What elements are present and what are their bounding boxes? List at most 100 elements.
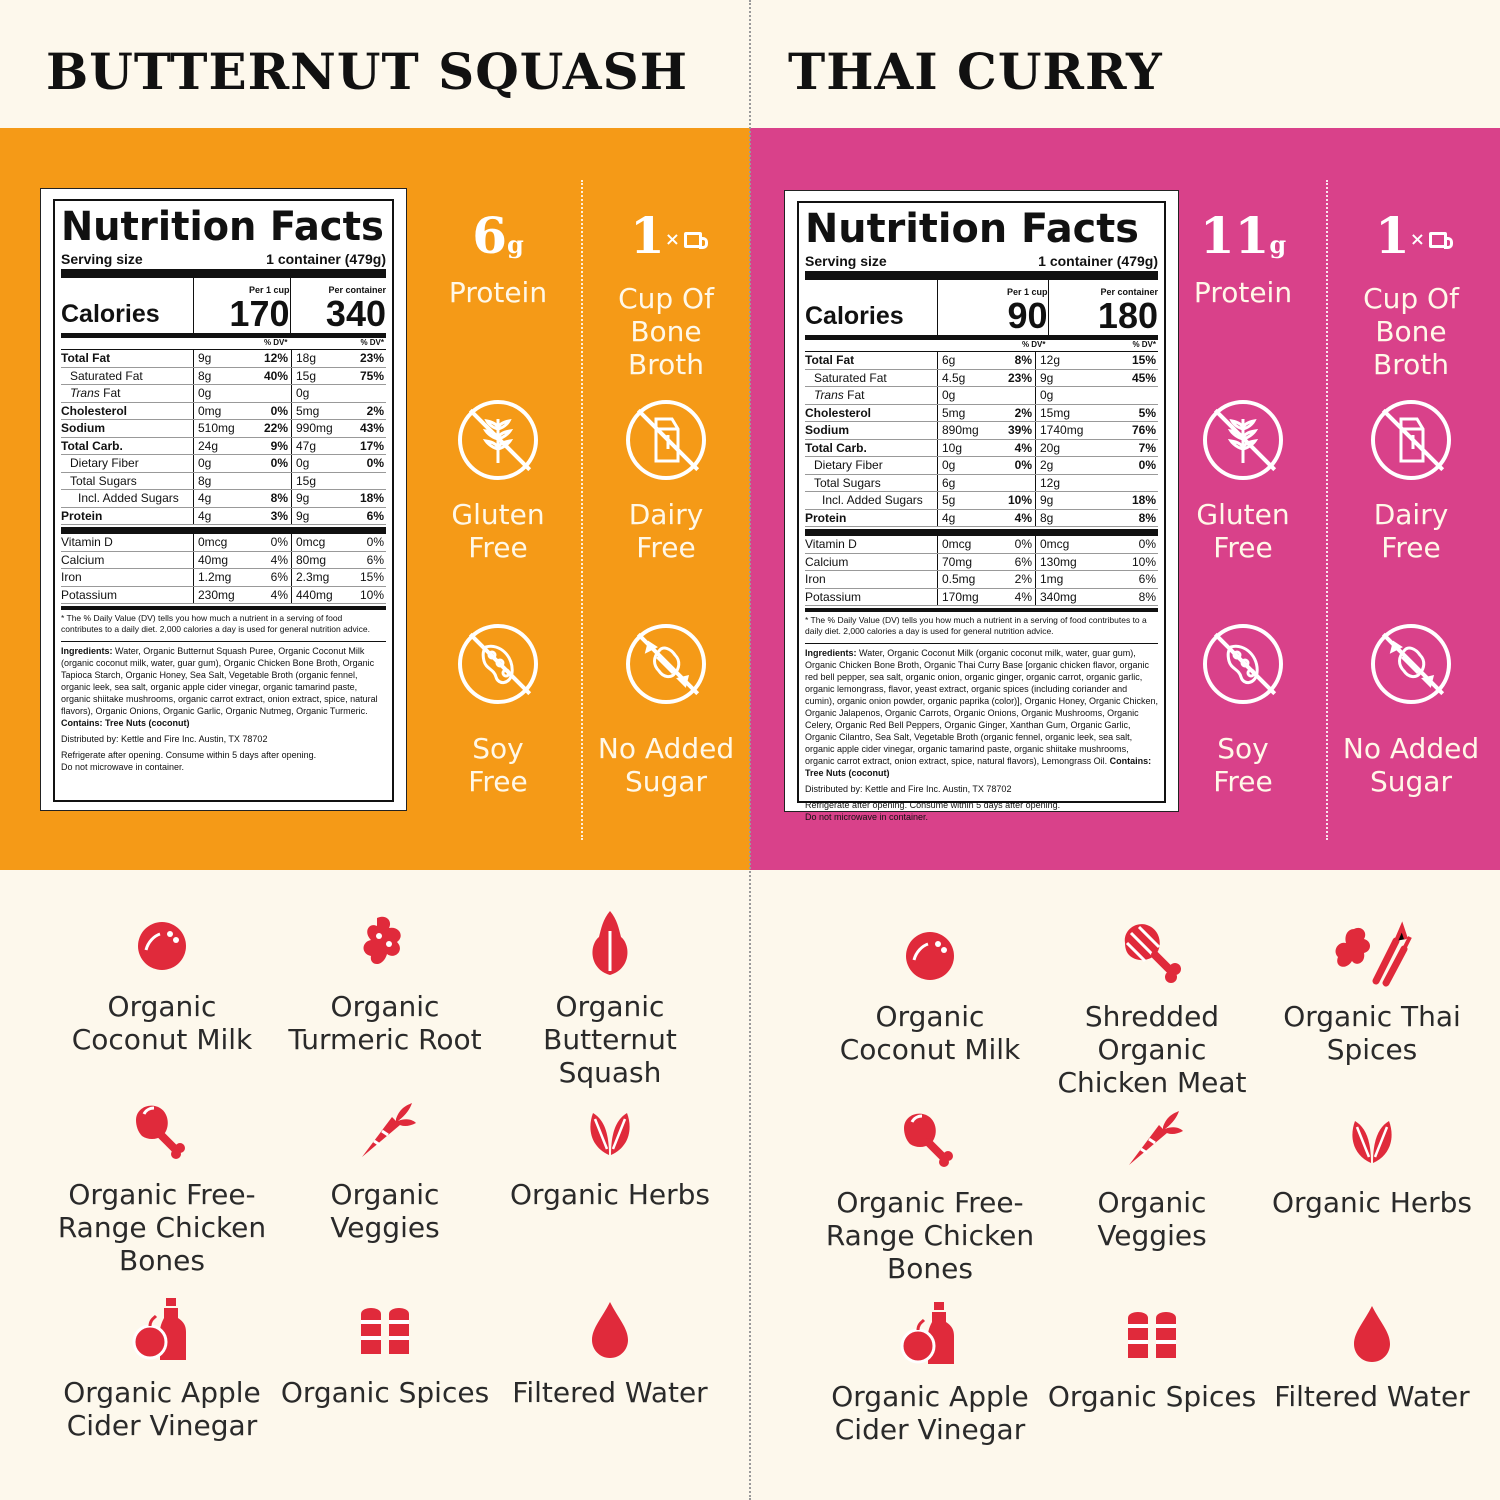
- leaf-icon: [500, 1096, 720, 1168]
- nutrient-name: Sodium: [61, 421, 105, 435]
- amount-cup: 24g: [193, 437, 245, 454]
- ingredient-item: Organic Apple Cider Vinegar: [52, 1294, 272, 1442]
- distributed-note: Distributed by: Kettle and Fire Inc. Aus…: [61, 734, 268, 744]
- ingredient-item: Organic Spices: [1042, 1298, 1262, 1413]
- ingredient-item: Organic Coconut Milk: [52, 908, 272, 1056]
- vitamin-name: Calcium: [61, 552, 105, 567]
- dv-cup: [245, 473, 291, 490]
- mug-icon: [683, 232, 708, 249]
- dv-container: 2%: [366, 403, 384, 418]
- no-added-sugar-icon: [1371, 624, 1451, 704]
- cup-stat: 1×: [586, 206, 746, 276]
- vitamin-name: Vitamin D: [805, 537, 857, 551]
- cup-stat: 1×: [1331, 206, 1491, 276]
- refrigerate-note: Refrigerate after opening. Consume withi…: [61, 750, 317, 760]
- dv-container: [1087, 387, 1158, 404]
- amount-cup: 5g: [937, 492, 989, 509]
- nutrient-name: Sodium: [805, 423, 849, 437]
- amount-container: 1740mg: [1035, 422, 1087, 439]
- ingredient-label: Shredded Organic Chicken Meat: [1057, 1000, 1247, 1099]
- contains-note: Contains: Tree Nuts (coconut): [805, 756, 1152, 778]
- dv-container: 10%: [1131, 554, 1156, 569]
- nutrient-name: Total Sugars: [70, 473, 137, 488]
- dv-container: [343, 473, 386, 490]
- mug-icon: [1428, 232, 1453, 249]
- soy-free-icon: [458, 624, 538, 704]
- amount-container: 9g: [1035, 369, 1087, 386]
- dv-head-cup: % DV*: [1021, 340, 1046, 349]
- amount-container: 9g: [291, 490, 343, 507]
- dairy-free-badge: Dairy Free: [1331, 400, 1491, 564]
- amount-container: 2.3mg: [291, 569, 343, 586]
- nutrient-row: Saturated Fat 8g 40% 15g 75%: [61, 367, 386, 385]
- amount-container: 5mg: [291, 402, 343, 419]
- dv-cup: 4%: [270, 552, 288, 567]
- nutrient-row: Total Carb. 24g 9% 47g 17%: [61, 437, 386, 455]
- dv-cup: [989, 475, 1035, 492]
- dv-container: 6%: [366, 552, 384, 567]
- amount-cup: 0mg: [193, 402, 245, 419]
- dv-cup: 4%: [1014, 510, 1032, 525]
- amount-container: 80mg: [291, 551, 343, 568]
- nutrient-row: Total Carb. 10g 4% 20g 7%: [805, 439, 1158, 457]
- amount-container: 130mg: [1035, 553, 1087, 570]
- amount-container: 0mcg: [291, 534, 343, 551]
- dv-cup: 4%: [1014, 589, 1032, 604]
- dv-cup: 8%: [1014, 353, 1032, 367]
- calories-per-container: Per container 340: [289, 278, 386, 333]
- chicken-leg-icon: [820, 1104, 1040, 1176]
- nutrient-name: Saturated Fat: [70, 368, 143, 383]
- soy-free-icon: [1203, 624, 1283, 704]
- dv-cup: 39%: [1007, 423, 1032, 437]
- refrigerate-note: Refrigerate after opening. Consume withi…: [805, 800, 1061, 810]
- serving-label: Serving size: [61, 251, 143, 267]
- dairy-free-label: Dairy Free: [628, 498, 704, 564]
- dv-cup: 10%: [1007, 493, 1032, 507]
- nutrient-name: Saturated Fat: [814, 370, 887, 385]
- vitamin-row: Calcium 40mg 4% 80mg 6%: [61, 551, 386, 569]
- nutrient-name: Dietary Fiber: [814, 458, 883, 472]
- nutrient-row: Cholesterol 0mg 0% 5mg 2%: [61, 402, 386, 420]
- soy-free-label: Soy Free: [1213, 732, 1273, 798]
- distributed-note: Distributed by: Kettle and Fire Inc. Aus…: [805, 784, 1012, 794]
- dv-footnote: * The % Daily Value (DV) tells you how m…: [805, 608, 1158, 637]
- amount-container: 12g: [1035, 352, 1087, 369]
- amount-container: 1mg: [1035, 571, 1087, 588]
- amount-cup: 0g: [937, 457, 989, 474]
- gluten-free-icon: [1203, 400, 1283, 480]
- times-sign: ×: [1409, 229, 1425, 250]
- ingredient-item: Organic Turmeric Root: [275, 908, 495, 1056]
- vitamin-name: Vitamin D: [61, 535, 113, 549]
- vitamin-name: Iron: [805, 572, 826, 586]
- dv-container: 8%: [1138, 589, 1156, 604]
- amount-cup: 0g: [193, 385, 245, 402]
- dv-cup: 0%: [270, 535, 288, 549]
- ingredient-item: Organic Coconut Milk: [820, 918, 1040, 1066]
- amount-cup: 230mg: [193, 586, 245, 603]
- nutrient-name: Trans Fat: [70, 386, 121, 400]
- nutrient-name: Protein: [805, 510, 847, 525]
- coconut-icon: [52, 908, 272, 980]
- nutrient-name: Incl. Added Sugars: [822, 493, 923, 507]
- ingredient-label: Organic Spices: [280, 1376, 490, 1409]
- dv-container: 0%: [1138, 458, 1156, 472]
- ingredients-list: Water, Organic Butternut Squash Puree, O…: [61, 646, 378, 716]
- dv-container: 45%: [1131, 370, 1156, 385]
- ingredients-list: Water, Organic Coconut Milk (organic coc…: [805, 648, 1158, 766]
- vitamin-row: Potassium 170mg 4% 340mg 8%: [805, 588, 1158, 606]
- ingredient-label: Organic Coconut Milk: [71, 990, 253, 1056]
- nutrient-name: Total Sugars: [814, 475, 881, 490]
- amount-cup: 0mcg: [937, 536, 989, 553]
- ginger-lemongrass-icon: [1272, 918, 1472, 990]
- apple-bottle-icon: [820, 1298, 1040, 1370]
- amount-container: 0g: [1035, 387, 1087, 404]
- amount-cup: 4.5g: [937, 369, 989, 386]
- dv-container: 8%: [1138, 510, 1156, 525]
- times-sign: ×: [664, 229, 680, 250]
- label-heading: Nutrition Facts: [61, 204, 384, 250]
- amount-cup: 0.5mg: [937, 571, 989, 588]
- cup-badge: 1× Cup Of Bone Broth: [1331, 206, 1491, 381]
- amount-container: 0g: [291, 385, 343, 402]
- dv-container: 5%: [1138, 405, 1156, 420]
- dv-container: [343, 385, 386, 402]
